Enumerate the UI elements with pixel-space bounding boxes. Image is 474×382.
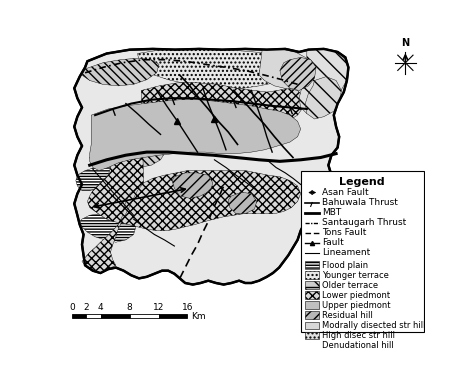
Text: Asan Fault: Asan Fault (322, 188, 369, 197)
Text: Younger terrace: Younger terrace (322, 271, 389, 280)
Polygon shape (74, 49, 348, 285)
Text: Flood plain: Flood plain (322, 261, 368, 270)
Text: Santaugarh Thrust: Santaugarh Thrust (322, 218, 407, 227)
Bar (101, 314, 130, 319)
Text: 2: 2 (83, 303, 89, 312)
Text: Modrally disected str hill: Modrally disected str hill (322, 321, 426, 330)
Text: Denudational hill: Denudational hill (322, 341, 394, 350)
Polygon shape (82, 58, 159, 86)
Polygon shape (299, 49, 348, 115)
Polygon shape (82, 83, 305, 273)
Bar (305, 282, 319, 289)
Text: Older terrace: Older terrace (322, 281, 378, 290)
Text: Legend: Legend (339, 177, 385, 187)
Bar (130, 314, 159, 319)
Text: 16: 16 (182, 303, 193, 312)
Bar (72, 314, 86, 319)
Text: 12: 12 (153, 303, 164, 312)
Text: Km: Km (191, 312, 206, 320)
Text: High disec str hill: High disec str hill (322, 331, 395, 340)
Polygon shape (90, 144, 164, 169)
Bar (305, 261, 319, 269)
Polygon shape (172, 173, 213, 198)
Text: 0: 0 (69, 303, 75, 312)
Bar (305, 272, 319, 279)
Text: 4: 4 (98, 303, 104, 312)
Polygon shape (280, 57, 316, 91)
Text: N: N (401, 38, 410, 48)
Polygon shape (80, 211, 136, 242)
Polygon shape (76, 165, 126, 191)
Text: 8: 8 (127, 303, 133, 312)
Text: Residual hill: Residual hill (322, 311, 373, 320)
Polygon shape (259, 49, 309, 89)
Bar (305, 291, 319, 299)
Text: Lineament: Lineament (322, 248, 371, 257)
Polygon shape (305, 77, 341, 119)
Bar (86, 314, 101, 319)
Bar (305, 301, 319, 309)
Bar (305, 332, 319, 339)
Text: Lower piedmont: Lower piedmont (322, 291, 391, 300)
Polygon shape (228, 192, 257, 214)
Text: Fault: Fault (322, 238, 344, 247)
Bar (301, 171, 424, 332)
Bar (305, 322, 319, 329)
Bar (159, 314, 188, 319)
Text: Tons Fault: Tons Fault (322, 228, 366, 237)
Polygon shape (90, 100, 301, 171)
Bar (305, 342, 319, 349)
Bar (305, 311, 319, 319)
Text: Upper piedmont: Upper piedmont (322, 301, 391, 310)
Text: MBT: MBT (322, 208, 341, 217)
Polygon shape (137, 49, 298, 89)
Text: Bahuwala Thrust: Bahuwala Thrust (322, 198, 398, 207)
